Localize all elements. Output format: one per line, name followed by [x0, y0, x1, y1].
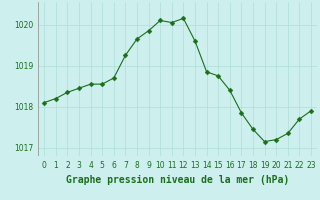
X-axis label: Graphe pression niveau de la mer (hPa): Graphe pression niveau de la mer (hPa) [66, 175, 289, 185]
